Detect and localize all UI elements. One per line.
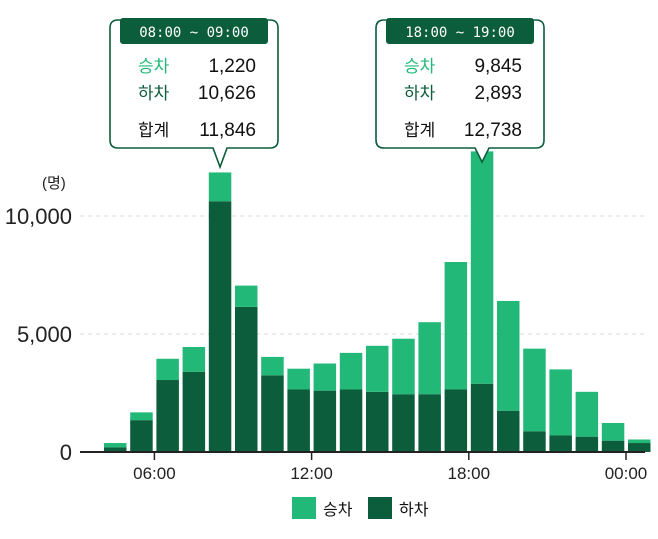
bar-alighting	[208, 201, 232, 452]
callout-title: 18:00 ~ 19:00	[405, 25, 515, 41]
bar-alighting	[182, 371, 206, 452]
bar-alighting	[130, 420, 153, 452]
legend-label: 승차	[323, 500, 353, 519]
bar-boarding	[392, 338, 415, 395]
x-tick-label: 06:00	[133, 464, 176, 483]
callout-row-value: 2,893	[474, 83, 522, 104]
bar-alighting	[366, 391, 389, 452]
callout-row-label: 하차	[404, 84, 436, 104]
callout-header	[120, 18, 268, 44]
x-tick-label: 18:00	[448, 464, 491, 483]
callout-row-label: 합계	[138, 121, 169, 141]
legend-swatch	[368, 497, 392, 519]
x-tick-label: 12:00	[290, 464, 333, 483]
bar-alighting	[575, 436, 599, 452]
callout: 08:00 ~ 09:00 승차 1,220 하차 10,626 합계 11,846	[109, 18, 279, 170]
bar-boarding	[444, 262, 468, 390]
bar-alighting	[104, 447, 127, 452]
bar-boarding	[549, 369, 572, 436]
callout-row-label: 합계	[404, 121, 435, 141]
callout-header	[386, 18, 534, 44]
bar-boarding	[208, 172, 232, 202]
bar-alighting	[601, 440, 625, 452]
callout: 18:00 ~ 19:00 승차 9,845 하차 2,893 합계 12,738	[375, 18, 545, 164]
bar-alighting	[156, 380, 179, 452]
callout-row-value: 11,846	[199, 120, 256, 141]
callout-box	[375, 19, 545, 164]
bar-alighting	[497, 410, 520, 452]
bar-boarding	[287, 368, 310, 390]
legend-swatch	[292, 497, 316, 519]
bar-boarding	[418, 322, 441, 395]
callout-row-label: 승차	[138, 57, 170, 77]
bar-boarding	[497, 300, 520, 411]
bar-boarding	[470, 151, 494, 384]
bar-alighting	[235, 306, 258, 452]
bar-boarding	[182, 346, 206, 372]
callout-row-value: 9,845	[474, 56, 522, 77]
bar-boarding	[601, 422, 625, 441]
bar-boarding	[575, 391, 599, 437]
callouts: 08:00 ~ 09:00 승차 1,220 하차 10,626 합계 11,846 18:0…	[109, 18, 545, 170]
legend: 승차 하차	[292, 497, 429, 519]
callout-row-value: 10,626	[198, 83, 256, 104]
callout-box	[109, 19, 279, 170]
bar-boarding	[130, 412, 153, 421]
callout-row-value: 12,738	[464, 120, 522, 141]
bar-boarding	[366, 345, 389, 392]
bar-alighting	[392, 394, 415, 452]
callout-row-value: 1,220	[208, 56, 256, 77]
y-axis: 0 5,000 10,000	[5, 204, 72, 465]
bar-alighting	[261, 375, 284, 452]
y-tick-label: 5,000	[17, 322, 72, 347]
bar-alighting	[549, 435, 572, 452]
bar-alighting	[523, 431, 546, 452]
bar-alighting	[287, 389, 310, 452]
x-tick-label: 00:00	[605, 464, 648, 483]
callout-row-label: 하차	[138, 84, 170, 104]
bar-alighting	[418, 394, 441, 452]
y-tick-label: 0	[60, 440, 72, 465]
bar-alighting	[339, 389, 363, 452]
gridlines	[80, 215, 645, 335]
bar-alighting	[470, 383, 494, 452]
bar-boarding	[261, 356, 284, 376]
bar-boarding	[339, 352, 363, 390]
legend-label: 하차	[399, 500, 429, 519]
bar-alighting	[313, 390, 337, 452]
callout-row-label: 승차	[404, 57, 436, 77]
y-unit-label: (명)	[42, 175, 66, 192]
bar-boarding	[523, 348, 546, 432]
bar-boarding	[104, 443, 127, 448]
callout-title: 08:00 ~ 09:00	[139, 25, 249, 41]
bar-stacks	[104, 151, 651, 452]
bar-alighting	[444, 389, 468, 452]
x-axis: 06:00 12:00 18:00 00:00	[133, 452, 647, 483]
y-tick-label: 10,000	[5, 204, 72, 229]
bar-boarding	[313, 363, 337, 391]
bar-boarding	[235, 285, 258, 307]
bar-boarding	[156, 358, 179, 381]
bar-boarding	[628, 439, 651, 444]
bar-alighting	[628, 443, 651, 452]
